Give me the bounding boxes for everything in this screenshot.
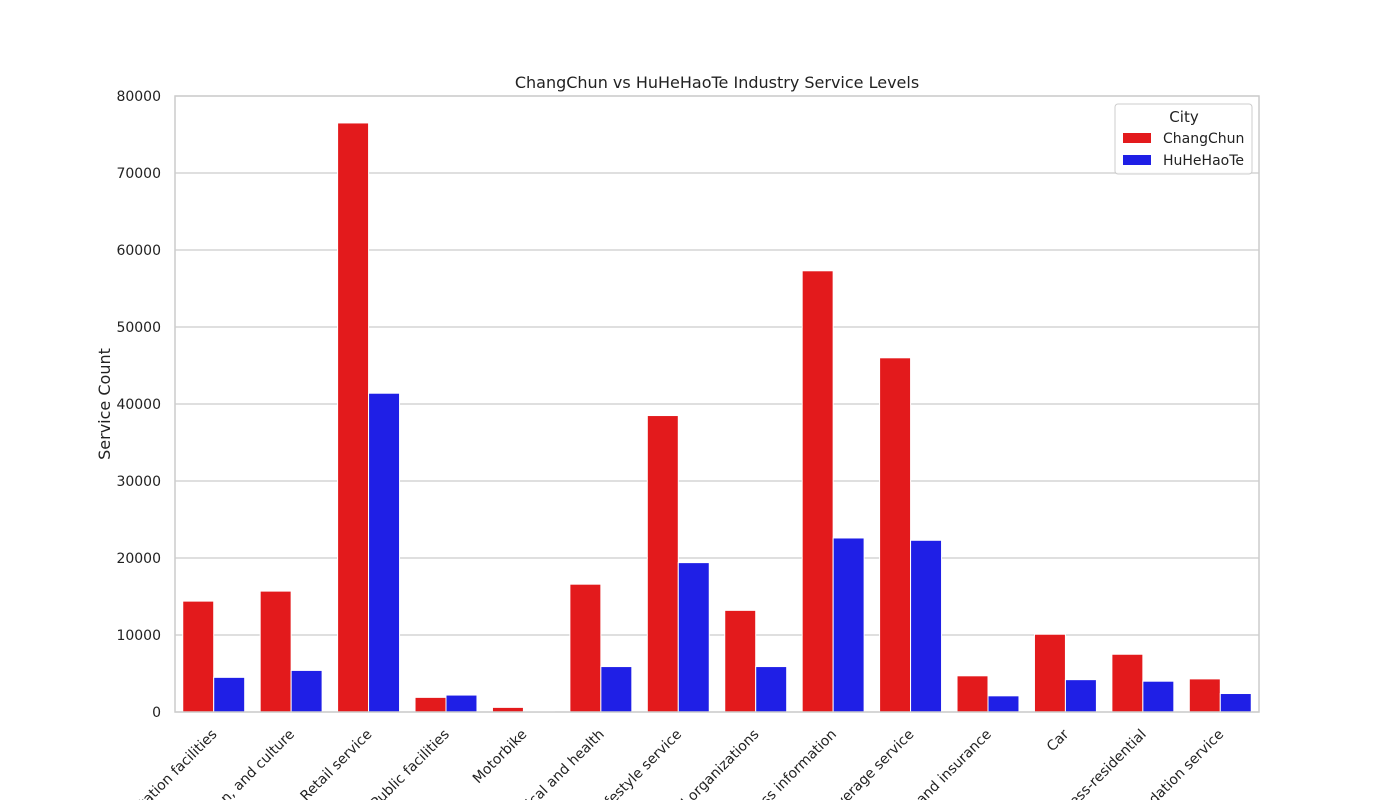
bar-changchun-retail-service bbox=[337, 122, 370, 713]
x-tick-label: l organizations bbox=[679, 727, 763, 800]
bar-huhehaote-business-residential bbox=[1142, 680, 1175, 713]
y-tick-label: 70000 bbox=[116, 166, 161, 182]
legend-title: City bbox=[1169, 108, 1199, 126]
x-tick-label: verage service bbox=[833, 727, 917, 800]
bar-changchun-lifestyle-service bbox=[646, 415, 679, 713]
x-tick-label: rtation facilities bbox=[132, 727, 221, 800]
x-tick-label: Car bbox=[1044, 726, 1073, 755]
legend-label-huhehaote: HuHeHaoTe bbox=[1163, 153, 1244, 169]
plot-frame bbox=[174, 95, 1260, 713]
legend-label-changchun: ChangChun bbox=[1163, 131, 1244, 147]
bar-changchun-finance-and-insurance bbox=[956, 675, 989, 713]
bar-huhehaote-medical-and-health bbox=[600, 666, 633, 713]
bar-changchun-car bbox=[1033, 633, 1066, 713]
y-tick-label: 0 bbox=[152, 705, 161, 721]
bar-changchun-social-organizations bbox=[724, 609, 757, 713]
x-tick-label: ifestyle service bbox=[599, 727, 685, 800]
bar-changchun-transportation-facilities bbox=[182, 600, 215, 713]
bar-huhehaote-lifestyle-service bbox=[677, 562, 710, 713]
y-tick-label: 50000 bbox=[116, 320, 161, 336]
chart-title: ChangChun vs HuHeHaoTe Industry Service … bbox=[515, 73, 919, 92]
y-axis-label: Service Count bbox=[95, 348, 114, 460]
y-tick-label: 60000 bbox=[116, 243, 161, 259]
y-tick-label: 40000 bbox=[116, 397, 161, 413]
bar-huhehaote-business-information bbox=[832, 537, 865, 713]
x-tick-label: odation service bbox=[1140, 727, 1227, 800]
legend: City ChangChun HuHeHaoTe bbox=[1114, 103, 1253, 175]
bar-changchun-food-and-beverage-service bbox=[879, 357, 912, 713]
x-tick-label: ess information bbox=[752, 727, 840, 800]
bar-huhehaote-accommodation-service bbox=[1219, 693, 1252, 713]
bar-changchun-education-and-culture bbox=[259, 590, 292, 713]
y-tick-label: 20000 bbox=[116, 551, 161, 567]
bar-changchun-medical-and-health bbox=[569, 583, 602, 713]
bar-huhehaote-public-facilities bbox=[445, 694, 478, 713]
bar-huhehaote-car bbox=[1064, 679, 1097, 713]
bar-changchun-business-information bbox=[801, 270, 834, 713]
y-tick-label: 80000 bbox=[116, 89, 161, 105]
y-tick-label: 30000 bbox=[116, 474, 161, 490]
y-tick-labels: 0 10000 20000 30000 40000 50000 60000 70000 8000… bbox=[116, 89, 161, 721]
bars bbox=[182, 122, 1252, 713]
bar-huhehaote-social-organizations bbox=[755, 666, 788, 713]
bar-changchun-business-residential bbox=[1111, 653, 1144, 713]
y-tick-label: 10000 bbox=[116, 628, 161, 644]
bar-huhehaote-finance-and-insurance bbox=[987, 695, 1020, 713]
bar-changchun-public-facilities bbox=[414, 696, 447, 713]
bar-huhehaote-education-and-culture bbox=[290, 669, 323, 713]
x-tick-label: lical and health bbox=[520, 727, 607, 800]
x-tick-label: Retail service bbox=[297, 727, 375, 800]
bar-changchun-accommodation-service bbox=[1188, 678, 1221, 713]
x-tick-label: Public facilities bbox=[368, 727, 453, 800]
bar-huhehaote-retail-service bbox=[368, 392, 401, 713]
legend-swatch-huhehaote bbox=[1123, 155, 1151, 165]
legend-swatch-changchun bbox=[1123, 133, 1151, 143]
x-tick-label: ion, and culture bbox=[209, 727, 298, 800]
bar-huhehaote-transportation-facilities bbox=[213, 676, 246, 713]
x-tick-label: and insurance bbox=[913, 727, 994, 800]
x-tick-label: ess-residential bbox=[1066, 727, 1149, 800]
bar-huhehaote-food-and-beverage-service bbox=[910, 539, 943, 713]
x-tick-label: Motorbike bbox=[470, 727, 530, 787]
